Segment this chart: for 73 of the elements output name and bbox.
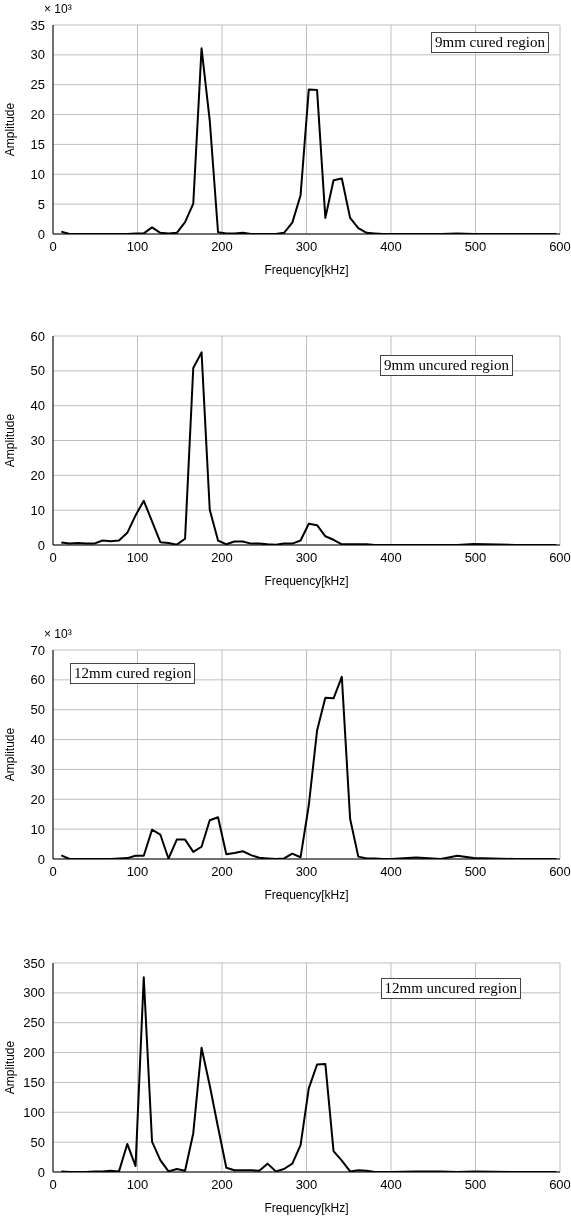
y-tick-label: 350 bbox=[23, 955, 45, 971]
y-tick-label: 150 bbox=[23, 1075, 45, 1091]
x-tick-label: 600 bbox=[549, 1177, 571, 1193]
y-axis-title: Amplitude bbox=[3, 102, 18, 157]
x-tick-label: 500 bbox=[464, 239, 487, 255]
text: 12mm uncured region bbox=[380, 978, 521, 999]
y-tick-label: 0 bbox=[37, 226, 45, 242]
x-tick-label: 200 bbox=[211, 239, 233, 255]
y-tick-label: 0 bbox=[37, 851, 45, 867]
y-tick-label: 5 bbox=[37, 196, 45, 212]
x-tick-label: 500 bbox=[464, 550, 487, 566]
text: 9mm cured region bbox=[431, 32, 549, 53]
y-tick-label: 35 bbox=[30, 17, 45, 33]
x-tick-label: 300 bbox=[295, 550, 318, 566]
y-tick-label: 15 bbox=[30, 137, 45, 153]
text: 9mm uncured region bbox=[380, 355, 513, 376]
x-tick-label: 200 bbox=[211, 1177, 233, 1193]
x-tick-label: 100 bbox=[126, 239, 149, 255]
x-tick-label: 300 bbox=[295, 864, 318, 880]
y-tick-label: 25 bbox=[30, 77, 45, 93]
y-tick-label: 50 bbox=[30, 363, 45, 379]
x-tick-label: 0 bbox=[49, 550, 57, 566]
x-tick-label: 500 bbox=[464, 1177, 487, 1193]
x-tick-label: 400 bbox=[380, 239, 402, 255]
text: 12mm cured region bbox=[70, 663, 196, 684]
x-tick-label: 100 bbox=[126, 864, 149, 880]
x-tick-label: 600 bbox=[549, 239, 571, 255]
x-tick-label: 0 bbox=[49, 1177, 57, 1193]
y-tick-label: 60 bbox=[30, 672, 45, 688]
x-tick-label: 0 bbox=[49, 864, 57, 880]
y-tick-label: 50 bbox=[30, 1134, 45, 1150]
x-tick-label: 100 bbox=[126, 1177, 149, 1193]
x-axis-title: Frequency[kHz] bbox=[264, 574, 349, 588]
x-axis-title: Frequency[kHz] bbox=[264, 888, 349, 902]
text: × 10³ bbox=[44, 2, 72, 16]
y-tick-label: 40 bbox=[30, 398, 45, 414]
y-tick-label: 40 bbox=[30, 732, 45, 748]
x-tick-label: 400 bbox=[380, 1177, 402, 1193]
x-tick-label: 600 bbox=[549, 550, 571, 566]
y-tick-label: 30 bbox=[30, 762, 45, 778]
y-tick-label: 50 bbox=[30, 702, 45, 718]
x-axis-title: Frequency[kHz] bbox=[264, 1201, 349, 1215]
x-tick-label: 400 bbox=[380, 864, 402, 880]
x-tick-label: 200 bbox=[211, 550, 233, 566]
x-tick-label: 0 bbox=[49, 239, 57, 255]
y-tick-label: 100 bbox=[23, 1104, 45, 1120]
y-tick-label: 0 bbox=[37, 537, 45, 553]
y-tick-label: 10 bbox=[30, 821, 45, 837]
y-tick-label: 200 bbox=[23, 1045, 45, 1061]
y-tick-label: 10 bbox=[30, 166, 45, 182]
y-tick-label: 20 bbox=[30, 107, 45, 123]
x-axis-title: Frequency[kHz] bbox=[264, 263, 349, 277]
x-tick-label: 400 bbox=[380, 550, 402, 566]
y-axis-title: Amplitude bbox=[3, 413, 18, 468]
x-tick-label: 200 bbox=[211, 864, 233, 880]
y-axis-title: Amplitude bbox=[3, 727, 18, 782]
y-tick-label: 300 bbox=[23, 985, 45, 1001]
y-tick-label: 10 bbox=[30, 502, 45, 518]
x-tick-label: 300 bbox=[295, 1177, 318, 1193]
y-axis-title: Amplitude bbox=[3, 1040, 18, 1095]
x-tick-label: 600 bbox=[549, 864, 571, 880]
x-tick-label: 300 bbox=[295, 239, 318, 255]
x-tick-label: 100 bbox=[126, 550, 149, 566]
y-tick-label: 20 bbox=[30, 791, 45, 807]
text: × 10³ bbox=[44, 627, 72, 641]
y-tick-label: 60 bbox=[30, 328, 45, 344]
x-tick-label: 500 bbox=[464, 864, 487, 880]
y-tick-label: 30 bbox=[30, 433, 45, 449]
y-tick-label: 250 bbox=[23, 1015, 45, 1031]
y-tick-label: 20 bbox=[30, 467, 45, 483]
y-tick-label: 0 bbox=[37, 1164, 45, 1180]
y-tick-label: 70 bbox=[30, 642, 45, 658]
y-tick-label: 30 bbox=[30, 47, 45, 63]
